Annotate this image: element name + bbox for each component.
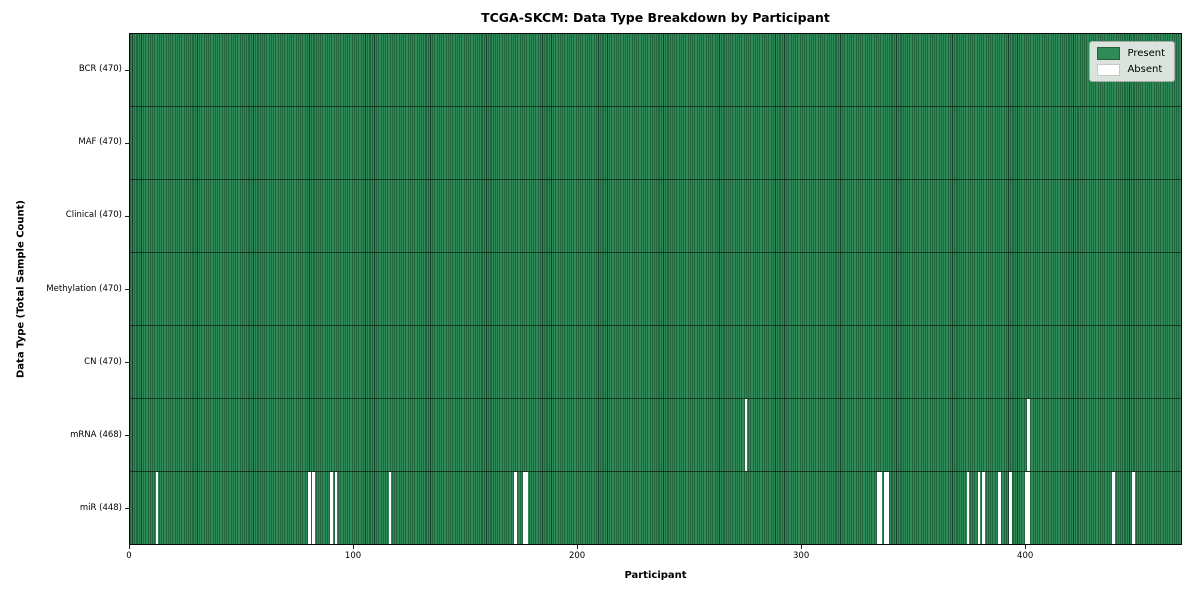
x-tick-label: 200 xyxy=(568,551,586,561)
plot-area: Present Absent xyxy=(129,33,1182,545)
legend-entry-absent: Absent xyxy=(1097,63,1165,76)
absent-bar xyxy=(1132,472,1135,544)
absent-bar xyxy=(883,472,887,544)
absent-bar xyxy=(885,472,889,544)
legend-absent-swatch xyxy=(1097,63,1121,76)
y-tick-label: mRNA (468) xyxy=(70,429,122,440)
heatmap-row-bcr xyxy=(130,34,1181,106)
legend: Present Absent xyxy=(1089,41,1175,82)
absent-bar xyxy=(155,472,159,544)
absent-bar xyxy=(966,472,970,544)
x-axis-label: Participant xyxy=(624,570,687,581)
y-tick-mark xyxy=(125,289,129,290)
y-tick-label: CN (470) xyxy=(84,356,122,367)
y-tick-label: miR (448) xyxy=(79,502,122,513)
heatmap-row-methylation xyxy=(130,252,1181,325)
absent-bar xyxy=(877,472,880,544)
absent-bar xyxy=(982,472,985,544)
absent-bar xyxy=(330,472,333,544)
y-tick-mark xyxy=(125,142,129,144)
chart-title: TCGA-SKCM: Data Type Breakdown by Partic… xyxy=(481,10,830,25)
x-tick-mark xyxy=(577,545,579,549)
y-tick-mark xyxy=(125,508,129,510)
absent-bar xyxy=(525,472,528,544)
absent-bar xyxy=(388,472,392,544)
absent-bar xyxy=(312,472,315,544)
absent-bar xyxy=(1112,472,1115,544)
legend-entry-present: Present xyxy=(1097,47,1165,60)
absent-bar xyxy=(744,399,748,471)
y-tick-mark xyxy=(125,215,129,217)
absent-bar xyxy=(1024,472,1028,544)
x-tick-label: 100 xyxy=(344,551,362,561)
y-tick-mark xyxy=(125,435,129,437)
y-tick-label: Methylation (470) xyxy=(46,283,122,294)
absent-bar xyxy=(514,472,517,544)
x-tick-label: 400 xyxy=(1017,551,1034,561)
x-tick-mark xyxy=(1025,545,1027,549)
x-tick-mark xyxy=(353,545,355,549)
y-tick-label: MAF (470) xyxy=(78,137,122,148)
x-tick-mark xyxy=(801,545,803,549)
absent-bar xyxy=(1027,399,1030,471)
absent-bar xyxy=(997,472,1001,544)
absent-bar xyxy=(879,472,882,544)
absent-bar xyxy=(334,472,338,544)
y-tick-label: Clinical (470) xyxy=(65,210,122,221)
heatmap-row-maf xyxy=(130,106,1181,179)
heatmap-row-mir xyxy=(130,471,1181,544)
y-tick-label: BCR (470) xyxy=(78,64,122,75)
x-tick-label: 0 xyxy=(126,551,132,561)
y-tick-mark xyxy=(125,362,129,364)
heatmap-row-cn xyxy=(130,325,1181,398)
absent-bar xyxy=(307,472,311,544)
absent-bar xyxy=(523,472,526,544)
absent-bar xyxy=(1009,472,1012,544)
legend-present-label: Present xyxy=(1127,47,1165,59)
legend-absent-label: Absent xyxy=(1127,64,1163,76)
x-tick-label: 300 xyxy=(793,551,810,561)
y-tick-mark xyxy=(125,69,129,71)
legend-present-swatch xyxy=(1097,47,1121,60)
absent-bar xyxy=(977,472,981,544)
heatmap-row-clinical xyxy=(130,179,1181,252)
absent-bar xyxy=(1027,472,1030,544)
heatmap-row-mrna xyxy=(130,398,1181,471)
x-tick-mark xyxy=(129,545,130,549)
